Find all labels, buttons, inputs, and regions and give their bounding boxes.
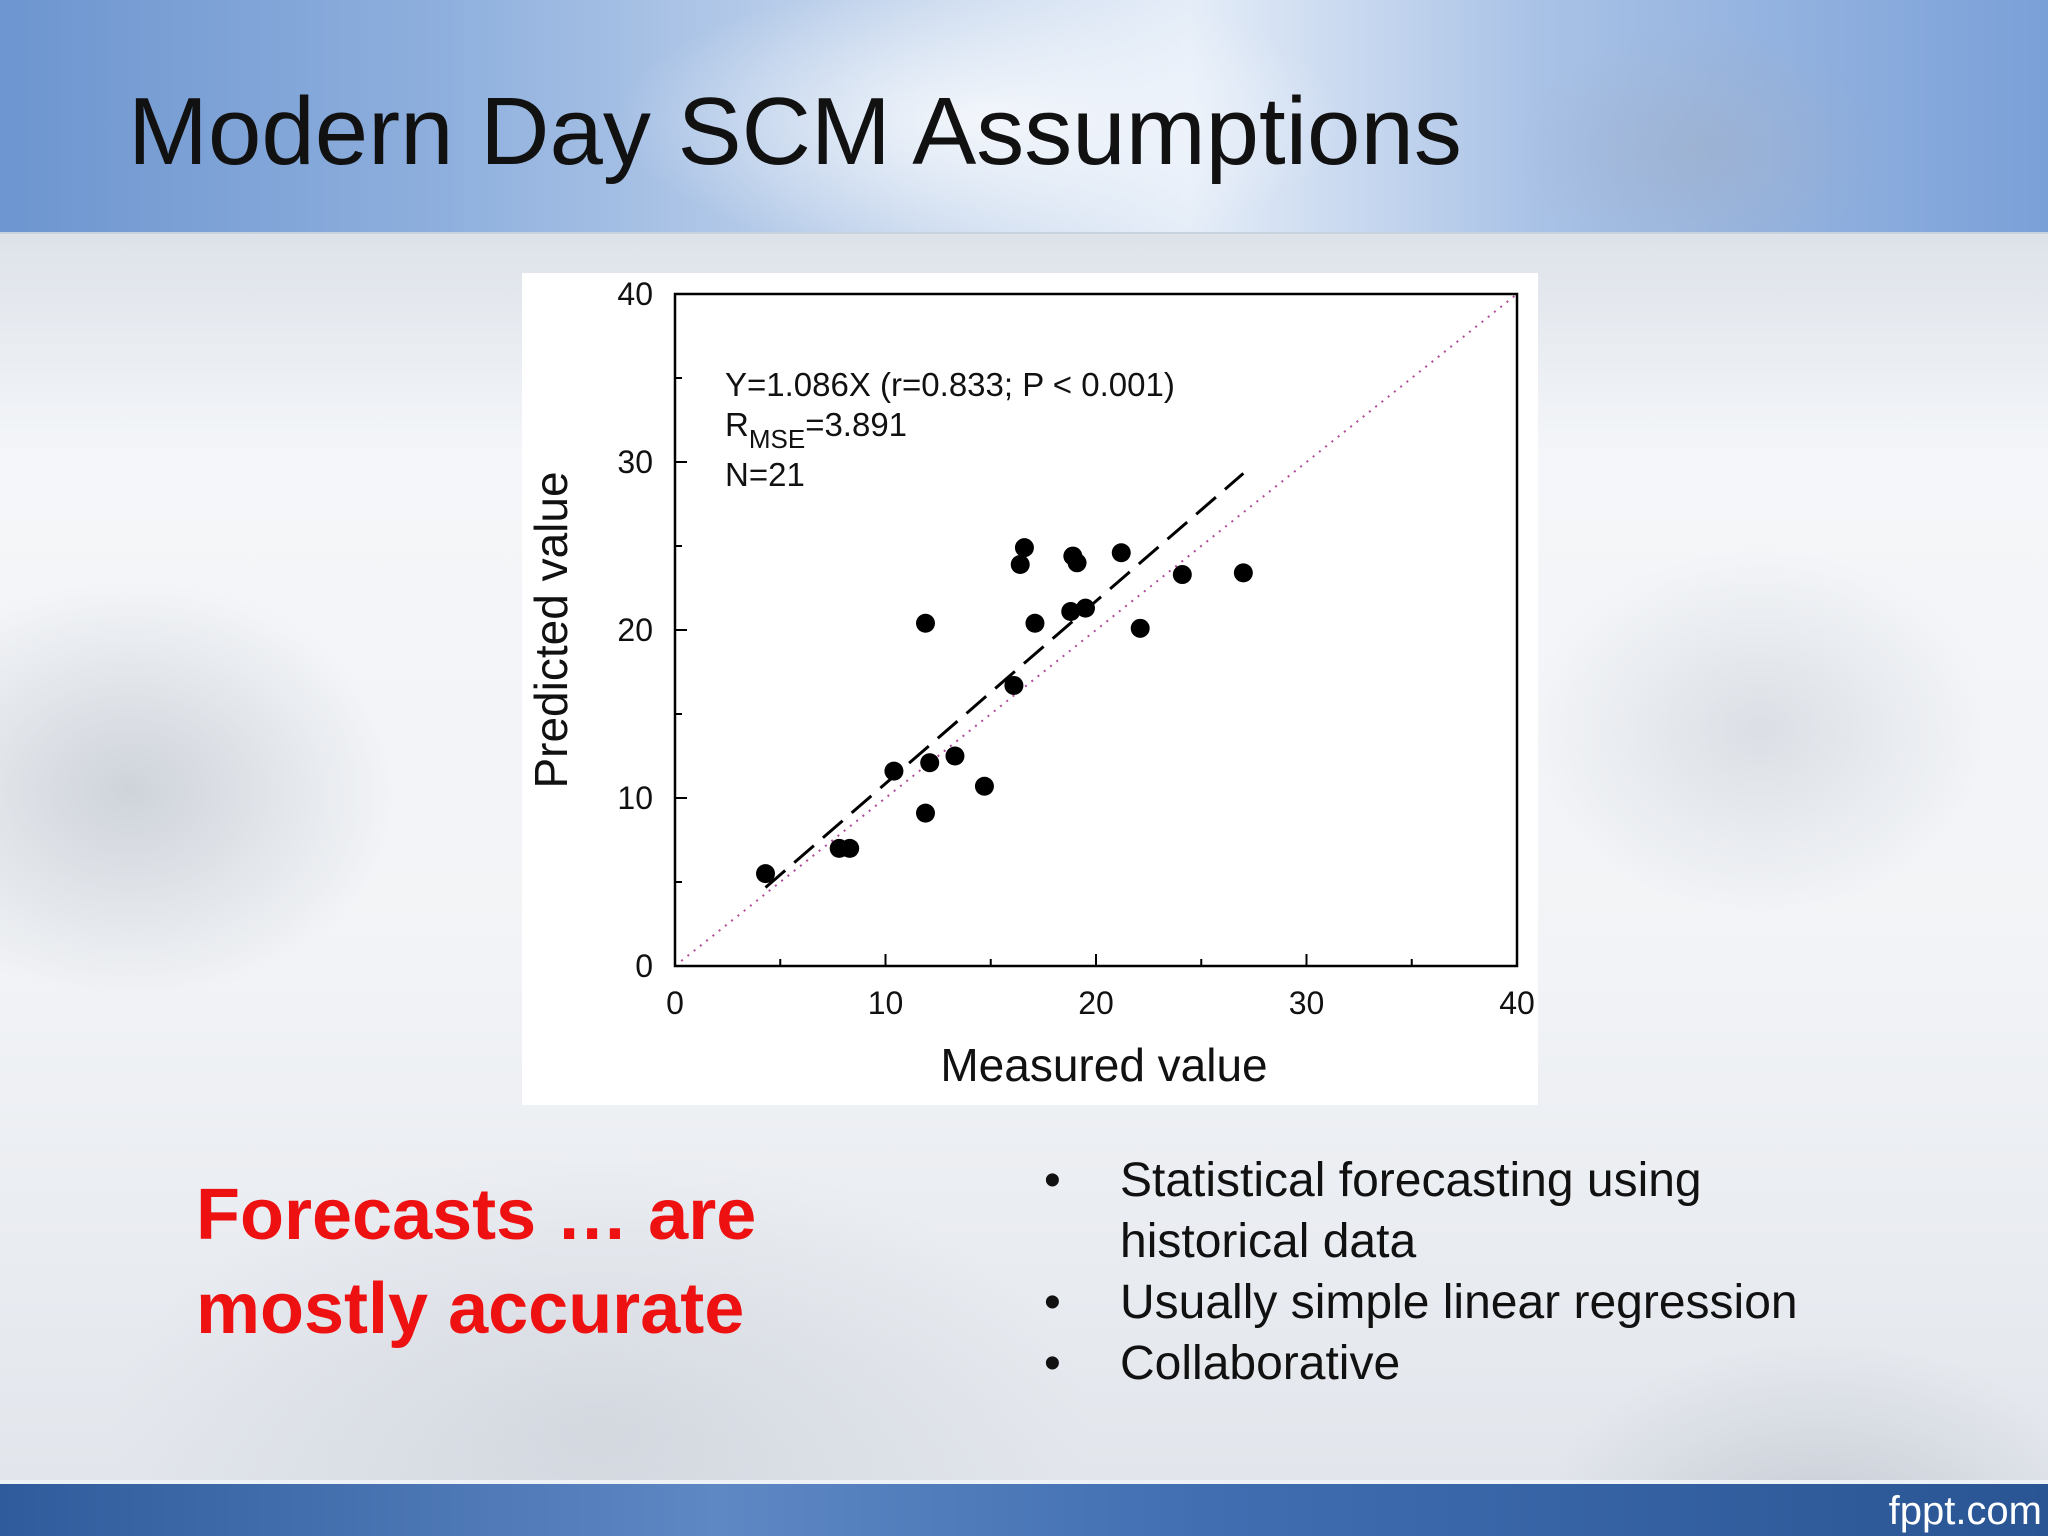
data-point: [840, 838, 860, 858]
rmse-value: =3.891: [805, 406, 907, 443]
bullet-marker: •: [1044, 1154, 1061, 1207]
accuracy-callout: Forecasts … are mostly accurate: [196, 1175, 757, 1349]
rmse-symbol: R: [725, 406, 749, 443]
footer-band: [0, 1484, 2048, 1536]
rmse-subscript: MSE: [749, 424, 805, 454]
y-tick-label: 10: [617, 780, 653, 816]
data-point: [915, 613, 935, 633]
y-tick-label: 20: [617, 612, 653, 648]
data-point: [1172, 565, 1192, 585]
y-axis-label: Predicted value: [525, 471, 577, 788]
bullet-text: Usually simple linear regression: [1120, 1276, 1798, 1329]
bullet-marker: •: [1044, 1337, 1061, 1390]
reference-line: [674, 293, 1518, 967]
data-point: [1004, 675, 1024, 695]
data-point: [1130, 618, 1150, 638]
data-point: [945, 746, 965, 766]
bullet-item: • Collaborative: [1040, 1333, 1800, 1394]
data-point: [1014, 538, 1034, 558]
data-point: [756, 864, 776, 884]
bullet-text: Collaborative: [1120, 1337, 1401, 1390]
bullet-item: • Usually simple linear regression: [1040, 1272, 1800, 1333]
y-tick-label: 0: [635, 948, 653, 984]
data-point: [1233, 563, 1253, 583]
x-axis-label: Measured value: [940, 1039, 1267, 1091]
equation-annotation: Y=1.086X (r=0.833; P < 0.001): [725, 366, 1175, 403]
rmse-annotation: RMSE=3.891: [725, 406, 907, 454]
data-point: [1061, 602, 1081, 622]
header-band: [0, 0, 2048, 234]
data-point: [1075, 598, 1095, 618]
y-tick-label: 40: [617, 276, 653, 312]
data-point: [1111, 543, 1131, 563]
bullet-text: Statistical forecasting using historical…: [1120, 1154, 1702, 1268]
y-tick-label: 30: [617, 444, 653, 480]
data-point: [974, 776, 994, 796]
data-point: [1010, 554, 1030, 574]
bullet-list: • Statistical forecasting using historic…: [1040, 1150, 1800, 1394]
bullet-marker: •: [1044, 1276, 1061, 1329]
x-tick-label: 30: [1289, 985, 1325, 1021]
regression-line: [764, 472, 1245, 889]
site-watermark: fppt.com: [1888, 1489, 2042, 1533]
slide-title: Modern Day SCM Assumptions: [128, 78, 1462, 185]
x-tick-label: 20: [1078, 985, 1114, 1021]
x-tick-label: 10: [868, 985, 904, 1021]
scatter-chart: 0 10 20 30 40 0 10 20 30 40 Y=1.086X (r=0.833; P …: [522, 273, 1538, 1105]
x-tick-label: 0: [666, 985, 684, 1021]
data-point: [1025, 613, 1045, 633]
bullet-item: • Statistical forecasting using historic…: [1040, 1150, 1800, 1272]
data-point: [884, 761, 904, 781]
data-point: [920, 753, 940, 773]
x-tick-label: 40: [1499, 985, 1535, 1021]
n-annotation: N=21: [725, 456, 805, 493]
data-point: [1067, 553, 1087, 573]
data-point: [915, 803, 935, 823]
